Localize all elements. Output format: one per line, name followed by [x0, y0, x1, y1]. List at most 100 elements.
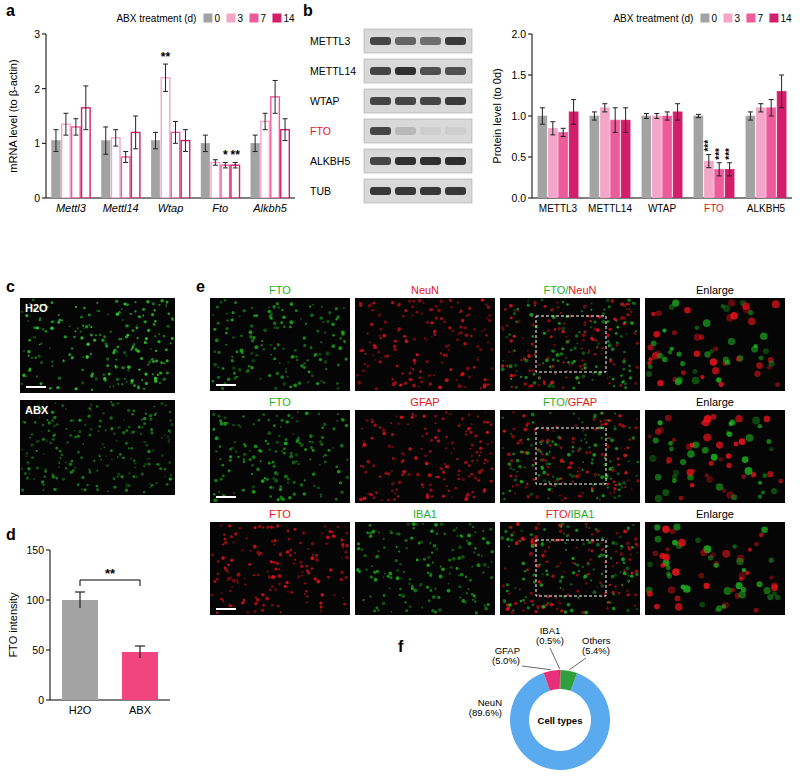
- cell-signal: [419, 370, 422, 373]
- cell-signal: [297, 463, 300, 466]
- cell-signal: [450, 452, 452, 454]
- cell-signal: [153, 405, 155, 407]
- cell-signal: [126, 334, 129, 337]
- cell-signal: [473, 496, 476, 499]
- cell-signal: [123, 351, 126, 354]
- cell-signal: [226, 313, 228, 315]
- cell-signal: [31, 456, 34, 459]
- cell-signal: [395, 488, 398, 491]
- cell-signal: [392, 382, 396, 386]
- cell-signal: [104, 342, 108, 346]
- cell-signal: [309, 441, 311, 443]
- cell-signal: [547, 319, 550, 322]
- cell-signal: [26, 452, 29, 455]
- error-line: [215, 160, 216, 165]
- cell-signal: [243, 443, 246, 446]
- cell-signal: [286, 376, 288, 378]
- cell-signal: [166, 483, 169, 486]
- error-cap: [561, 136, 566, 137]
- cell-signal: [239, 425, 242, 428]
- cell-signal: [506, 336, 508, 338]
- cell-signal: [451, 496, 453, 498]
- cell-signal: [426, 495, 430, 499]
- cell-signal: [531, 464, 534, 467]
- cell-signal: [164, 434, 166, 436]
- bar: [569, 112, 578, 198]
- error-line: [225, 162, 226, 167]
- y-axis-title: FTO intensity: [7, 592, 19, 658]
- cell-signal: [145, 444, 148, 447]
- cell-signal: [53, 433, 56, 436]
- cell-signal: [370, 323, 374, 327]
- cell-signal: [584, 438, 586, 440]
- cell-signal: [450, 413, 452, 415]
- cell-signal: [620, 303, 624, 307]
- cell-signal: [592, 453, 596, 457]
- cell-signal: [339, 481, 342, 484]
- cell-signal: [265, 440, 267, 442]
- error-line: [615, 108, 616, 133]
- cell-signal: [582, 351, 586, 355]
- cell-signal: [537, 474, 540, 477]
- cell-signal: [510, 378, 512, 380]
- cell-signal: [533, 301, 536, 304]
- cell-signal: [458, 384, 462, 388]
- blot-band: [445, 187, 466, 195]
- error-line: [135, 116, 136, 149]
- bar-chart: 0123mRNA level (to β-actin)*****Mettl3Me…: [7, 13, 295, 215]
- error-bar: [592, 112, 597, 120]
- cell-signal: [66, 441, 69, 444]
- cell-signal: [538, 363, 540, 365]
- cell-signal: [30, 443, 34, 447]
- cell-signal: [541, 465, 544, 468]
- cell-signal: [84, 328, 86, 330]
- cell-signal: [461, 319, 464, 322]
- cell-signal: [413, 358, 417, 362]
- column-label: Enlarge: [696, 284, 734, 296]
- cell-signal: [285, 438, 288, 441]
- cell-signal: [319, 464, 321, 466]
- cell-signal: [562, 361, 564, 363]
- cell-signal: [264, 477, 266, 479]
- error-cap: [213, 165, 218, 166]
- cell-signal: [368, 304, 372, 308]
- bar: [251, 143, 260, 198]
- cell-signal: [608, 382, 610, 384]
- cell-signal: [613, 491, 615, 493]
- cell-signal: [143, 417, 146, 420]
- cell-signal: [379, 360, 382, 363]
- cell-signal: [579, 365, 581, 367]
- cell-signal: [165, 305, 167, 307]
- cell-signal: [51, 302, 53, 304]
- panel-letter: e: [196, 278, 205, 295]
- cell-signal: [588, 349, 590, 351]
- cell-signal: [457, 474, 459, 476]
- blot-label: METTL14: [310, 65, 356, 77]
- cell-signal: [413, 337, 416, 340]
- cell-signal: [593, 320, 596, 323]
- cell-signal: [483, 462, 485, 464]
- cell-signal: [512, 486, 514, 488]
- cell-signal: [236, 376, 238, 378]
- micrograph: [500, 298, 640, 391]
- cell-signal: [538, 377, 540, 379]
- cell-signal: [359, 349, 362, 352]
- cell-signal: [111, 459, 113, 461]
- cell-signal: [357, 381, 361, 385]
- cell-signal: [519, 438, 522, 441]
- error-cap: [273, 80, 278, 81]
- bar: [72, 127, 81, 198]
- cell-signal: [581, 491, 584, 494]
- cell-signal: [65, 467, 68, 470]
- cell-signal: [217, 366, 219, 368]
- cell-signal: [296, 420, 299, 423]
- cell-signal: [396, 416, 398, 418]
- cell-signal: [96, 405, 99, 408]
- cell-signal: [526, 422, 529, 425]
- cell-signal: [80, 330, 82, 332]
- cell-signal: [611, 347, 615, 351]
- cell-signal: [121, 338, 123, 340]
- micrograph: [500, 410, 640, 503]
- cell-signal: [140, 433, 143, 436]
- cell-signal: [443, 463, 446, 466]
